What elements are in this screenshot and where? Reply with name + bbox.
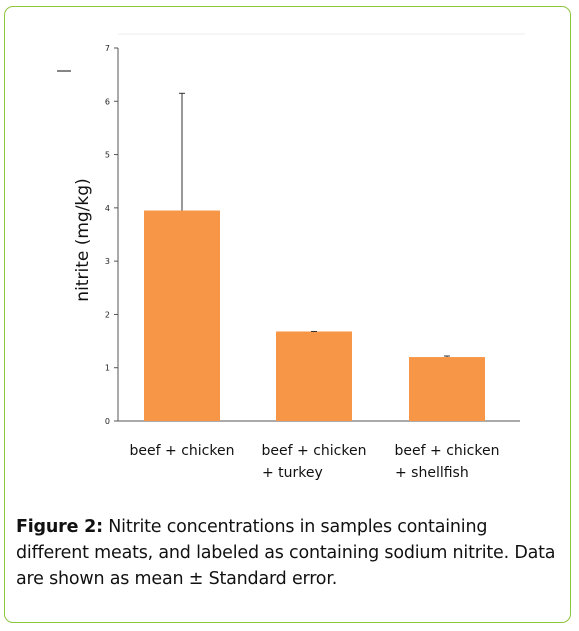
bar	[409, 357, 485, 421]
x-category-label: + turkey	[262, 465, 323, 481]
y-tick-label: 3	[105, 257, 110, 266]
y-tick-label: 7	[105, 44, 110, 53]
y-tick-label: 4	[105, 204, 110, 213]
bar	[276, 331, 352, 421]
y-axis-label: nitrite (mg/kg)	[73, 178, 93, 301]
y-tick-label: 0	[105, 417, 110, 426]
bar	[144, 210, 220, 421]
y-tick-label: 6	[105, 97, 110, 106]
x-category-label: beef + chicken	[395, 443, 500, 459]
x-category-label: beef + chicken	[262, 443, 367, 459]
y-tick-label: 2	[105, 310, 110, 319]
caption-text: Nitrite concentrations in samples contai…	[16, 517, 556, 589]
bar-chart: nitrite (mg/kg) 0 1 2 3 4 5 6 7 beef + chicken be…	[57, 33, 525, 481]
x-category-label: beef + chicken	[130, 443, 235, 459]
y-tick-label: 1	[105, 364, 110, 373]
figure-frame	[4, 6, 571, 623]
y-tick-label: 5	[105, 151, 110, 160]
figure-caption: Figure 2: Nitrite concentrations in samp…	[16, 514, 561, 592]
caption-label: Figure 2:	[16, 517, 103, 537]
x-category-label: + shellfish	[395, 465, 469, 481]
